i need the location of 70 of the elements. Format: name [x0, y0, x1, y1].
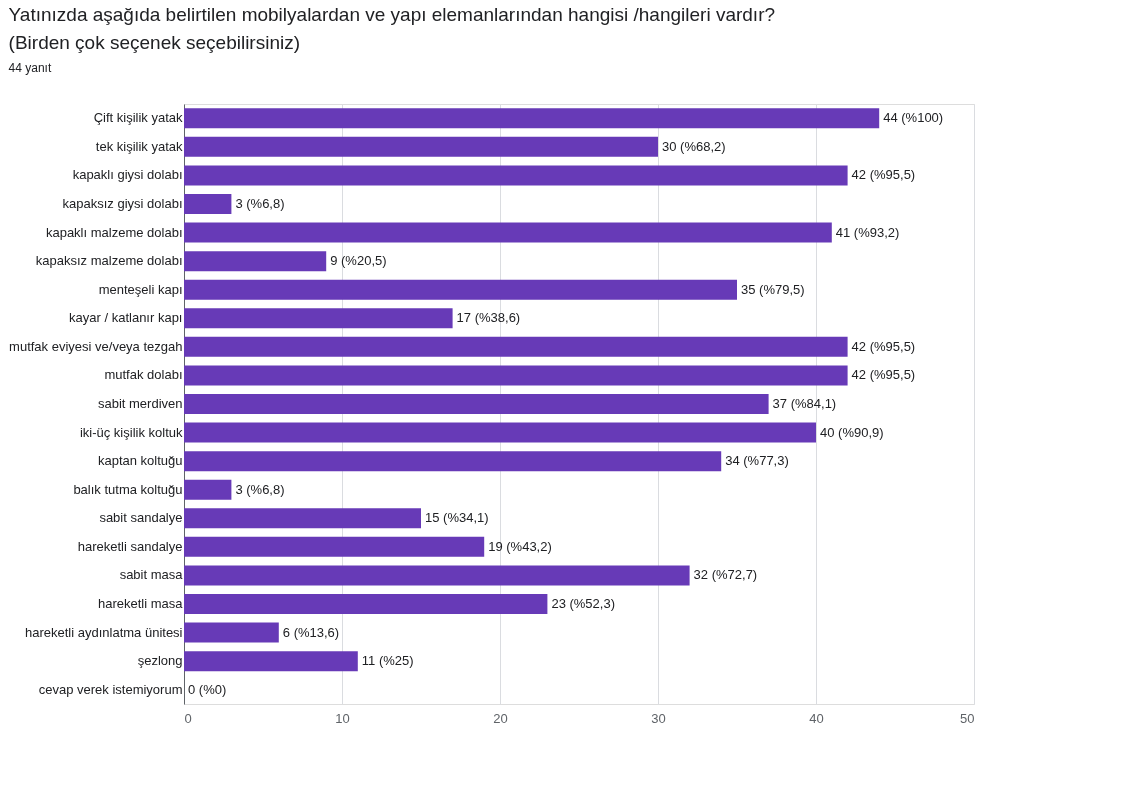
data-label: 3 (%6,8)	[235, 196, 285, 211]
chart-title: Yatınızda aşağıda belirtilen mobilyalardan ve yapı elemanlarından hangisi /hangileri vardır? (Birden çok seçenek seçebilirsiniz)	[8, 4, 776, 53]
data-label: 17 (%38,6)	[456, 310, 521, 326]
y-tick-label: sabit sandalye	[99, 510, 183, 526]
data-label: 23 (%52,3)	[551, 596, 615, 611]
data-label: 42 (%95,5)	[851, 338, 916, 354]
data-label: 37 (%84,1)	[772, 396, 837, 411]
bar	[184, 365, 848, 386]
y-tick-label: sabit merdiven	[97, 396, 183, 411]
data-label: 40 (%90,9)	[820, 424, 884, 440]
data-label: 35 (%79,5)	[741, 281, 805, 297]
data-label: 3 (%6,8)	[235, 481, 285, 497]
bar	[184, 222, 832, 243]
data-label: 11 (%25)	[361, 653, 414, 669]
y-tick-label: mutfak dolabı	[104, 367, 183, 383]
data-label: 9 (%20,5)	[330, 253, 387, 269]
bar	[184, 508, 421, 529]
y-tick-label: iki-üç kişilik koltuk	[79, 424, 183, 440]
bar	[184, 336, 848, 357]
data-label: 44 (%100)	[883, 110, 944, 126]
bar	[184, 536, 485, 557]
data-label: 0 (%0)	[188, 681, 227, 697]
data-label: 6 (%13,6)	[282, 624, 340, 640]
x-tick-label: 10	[335, 710, 350, 726]
data-label: 42 (%95,5)	[851, 367, 916, 383]
y-tick-label: hareketli aydınlatma ünitesi	[24, 624, 183, 640]
bar	[184, 622, 279, 643]
y-tick-label: hareketli masa	[97, 596, 184, 611]
bar	[184, 651, 358, 672]
y-tick-label: Çift kişilik yatak	[93, 110, 183, 126]
y-tick-label: cevap verek istemiyorum	[38, 681, 183, 697]
y-tick-label: sabit masa	[119, 567, 184, 583]
x-tick-label: 30	[651, 710, 666, 726]
data-label: 30 (%68,2)	[662, 138, 726, 154]
data-label: 34 (%77,3)	[725, 453, 789, 469]
y-tick-label: menteşeli kapı	[98, 281, 183, 297]
data-label: 19 (%43,2)	[488, 538, 552, 554]
y-tick-label: şezlong	[137, 653, 183, 669]
data-label: 42 (%95,5)	[851, 167, 916, 183]
bar	[184, 565, 690, 586]
text: 44 yanıt	[8, 61, 52, 75]
bar	[184, 108, 880, 129]
x-tick-label: 40	[809, 710, 824, 726]
bar	[184, 308, 453, 329]
bar	[184, 136, 658, 157]
y-tick-label: mutfak eviyesi ve/veya tezgah	[9, 338, 183, 354]
bar	[184, 279, 737, 300]
bar	[184, 194, 232, 214]
bar	[184, 594, 548, 614]
bar	[184, 165, 848, 186]
y-tick-label: kaptan koltuğu	[97, 453, 183, 469]
bar	[184, 251, 327, 272]
y-tick-label: tek kişilik yatak	[95, 138, 183, 154]
y-tick-label: kapaksız malzeme dolabı	[35, 253, 183, 269]
x-tick-label: 0	[184, 710, 192, 726]
x-tick-label: 20	[493, 710, 508, 726]
x-tick-label: 50	[960, 710, 975, 726]
bar	[184, 422, 816, 443]
data-label: 15 (%34,1)	[425, 510, 489, 526]
data-label: 32 (%72,7)	[693, 567, 758, 583]
bar	[184, 394, 769, 414]
y-tick-label: kayar / katlanır kapı	[69, 310, 183, 326]
y-tick-label: hareketli sandalye	[77, 538, 183, 554]
data-label: 41 (%93,2)	[835, 224, 900, 240]
y-tick-label: balık tutma koltuğu	[73, 481, 183, 497]
y-tick-label: kapaksız giysi dolabı	[62, 196, 183, 211]
y-tick-label: kapaklı malzeme dolabı	[45, 224, 183, 240]
bar	[184, 451, 722, 472]
y-tick-label: kapaklı giysi dolabı	[72, 167, 183, 183]
bar	[184, 479, 232, 500]
